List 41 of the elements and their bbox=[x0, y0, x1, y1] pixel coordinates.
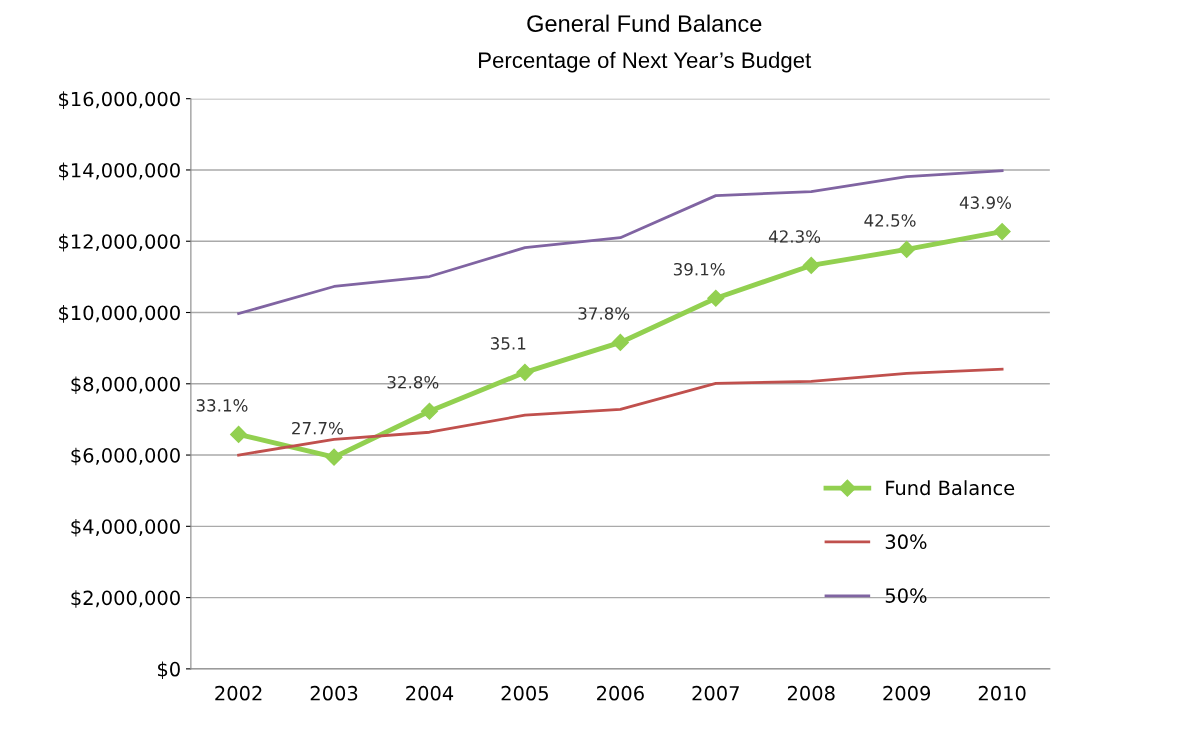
annotation: 42.3% bbox=[768, 230, 821, 243]
y-tick-label: $2,000,000 bbox=[71, 590, 180, 608]
point bbox=[993, 223, 1011, 241]
x-tick-label: 2003 bbox=[310, 685, 358, 701]
x-tick-label: 2002 bbox=[215, 685, 262, 701]
point bbox=[611, 333, 629, 351]
x-tick-label: 2007 bbox=[692, 685, 739, 701]
point bbox=[707, 289, 725, 307]
point bbox=[420, 402, 439, 420]
point bbox=[898, 240, 916, 258]
x-tick-label: 2005 bbox=[501, 685, 548, 701]
x-tick-label: 2006 bbox=[597, 685, 644, 701]
annotation: 35.1 bbox=[490, 337, 526, 350]
point bbox=[516, 363, 534, 381]
y-tick-label: $4,000,000 bbox=[71, 518, 180, 537]
y-tick-label: $10,000,000 bbox=[59, 305, 180, 323]
point bbox=[230, 425, 248, 443]
annotation: 32.8% bbox=[387, 375, 439, 389]
y-tick-label: $12,000,000 bbox=[59, 233, 180, 252]
point bbox=[325, 448, 343, 466]
annotation: 43.9% bbox=[959, 196, 1012, 209]
y-tick-label: $16,000,000 bbox=[59, 91, 180, 109]
y-tick-label: $14,000,000 bbox=[59, 162, 180, 181]
x-tick-label: 2009 bbox=[883, 685, 931, 701]
annotation: 42.5% bbox=[864, 214, 916, 227]
chart-subtitle: Percentage of Next Year’s Budget bbox=[479, 51, 812, 73]
legend-label: Fund Balance bbox=[886, 480, 1015, 496]
y-tick-label: $6,000,000 bbox=[71, 447, 180, 466]
y-tick-label: $0 bbox=[158, 661, 180, 680]
x-tick-label: 2010 bbox=[978, 685, 1026, 701]
chart-title: General Fund Balance bbox=[527, 14, 762, 32]
legend-label: 30% bbox=[885, 534, 927, 550]
legend-label: 50% bbox=[885, 588, 927, 603]
y-tick-label: $8,000,000 bbox=[71, 376, 180, 395]
annotation: 27.7% bbox=[292, 421, 343, 435]
x-tick-label: 2004 bbox=[406, 685, 454, 701]
x-tick-label: 2008 bbox=[787, 685, 835, 701]
point bbox=[802, 256, 820, 275]
annotation: 37.8% bbox=[578, 307, 630, 320]
annotation: 39.1% bbox=[673, 262, 725, 276]
annotation: 33.1% bbox=[196, 399, 248, 412]
